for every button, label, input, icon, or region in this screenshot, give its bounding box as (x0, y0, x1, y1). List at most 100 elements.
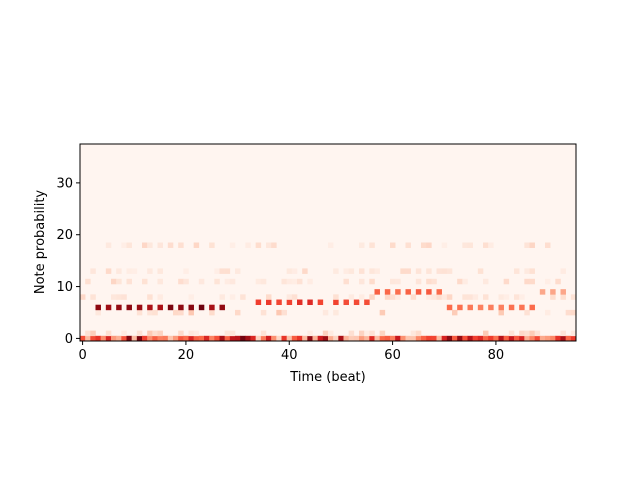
heatmap-cell (436, 335, 442, 342)
heatmap-cell (333, 268, 339, 274)
heatmap-cell (271, 335, 277, 342)
heatmap-cell (111, 335, 117, 342)
heatmap-cell (209, 335, 215, 342)
heatmap-cell (178, 335, 184, 342)
heatmap-cell (188, 294, 194, 300)
heatmap-cell (405, 242, 411, 248)
heatmap-cell (291, 278, 298, 285)
heatmap-cell (441, 268, 448, 274)
heatmap-cell (328, 330, 334, 337)
heatmap-cell (266, 299, 272, 306)
heatmap-cell (467, 242, 473, 248)
heatmap-cell (147, 330, 153, 337)
heatmap-cell (353, 335, 360, 342)
heatmap-cell (219, 268, 225, 274)
heatmap-cell (224, 278, 231, 285)
heatmap-cell (147, 309, 153, 316)
heatmap-cell (317, 299, 324, 306)
heatmap-cell (570, 330, 577, 337)
heatmap-cell (229, 278, 236, 285)
heatmap-cell (410, 294, 417, 300)
heatmap-cell (312, 335, 318, 342)
heatmap-cell (519, 330, 525, 337)
heatmap-cell (297, 278, 303, 285)
heatmap-cell (219, 294, 225, 300)
heatmap-cell (214, 268, 220, 274)
heatmap-cell (142, 242, 148, 248)
heatmap-cell (291, 268, 298, 274)
heatmap-cell (245, 335, 251, 342)
heatmap-cell (483, 278, 489, 285)
heatmap-cell (359, 242, 365, 248)
heatmap-cell (333, 335, 339, 342)
heatmap-cell (136, 309, 143, 316)
heatmap-cell (178, 278, 184, 285)
x-axis: 0 20 40 60 80 (78, 341, 504, 363)
heatmap-cell (338, 335, 344, 342)
heatmap-cell (193, 242, 200, 248)
heatmap-cell (343, 268, 349, 274)
heatmap-cell (529, 268, 535, 274)
heatmap-cell (297, 299, 303, 306)
heatmap-cell (173, 309, 179, 316)
heatmap-cell (441, 242, 448, 248)
heatmap-cell (229, 330, 236, 337)
heatmap-cell (157, 268, 163, 274)
heatmap-cell (498, 304, 504, 311)
heatmap-cell (245, 242, 251, 248)
heatmap-cell (343, 299, 349, 306)
heatmap-cell (178, 330, 184, 337)
heatmap-cell (126, 335, 132, 342)
heatmap-cell (431, 294, 437, 300)
heatmap-cell (472, 294, 479, 300)
y-tick-label: 30 (56, 176, 73, 191)
heatmap-cell (519, 304, 525, 311)
heatmap-cell (395, 289, 401, 295)
heatmap-cell (503, 335, 510, 342)
heatmap-cell (116, 335, 122, 342)
heatmap-cell (85, 278, 91, 285)
heatmap-cell (452, 335, 458, 342)
heatmap-cell (395, 335, 401, 342)
heatmap-cell (271, 242, 277, 248)
heatmap-cell (147, 294, 153, 300)
heatmap-cell (209, 304, 215, 311)
heatmap-cell (157, 330, 163, 337)
heatmap-cell (369, 278, 375, 285)
heatmap-cell (498, 294, 504, 300)
heatmap-cell (524, 330, 530, 337)
heatmap-cell (307, 299, 313, 306)
heatmap-cell (570, 294, 577, 300)
heatmap-cell (307, 278, 313, 285)
y-tick-label: 0 (65, 332, 73, 347)
heatmap-cell (390, 278, 396, 285)
heatmap-cell (224, 268, 231, 274)
heatmap-cell (524, 335, 530, 342)
heatmap-cell (276, 309, 282, 316)
heatmap-cell (307, 335, 313, 342)
heatmap-cell (565, 309, 572, 316)
heatmap-cell (359, 335, 365, 342)
heatmap-cell (235, 309, 241, 316)
heatmap-cell (384, 294, 391, 300)
heatmap-cell (126, 304, 132, 311)
heatmap-cell (364, 330, 370, 337)
heatmap-cell (359, 268, 365, 274)
heatmap-cell (415, 278, 422, 285)
heatmap-cell (529, 278, 535, 285)
heatmap-cell (178, 309, 184, 316)
heatmap-cell (560, 289, 566, 295)
heatmap-cell (374, 289, 380, 295)
heatmap-cell (570, 309, 577, 316)
heatmap-cell (209, 309, 215, 316)
heatmap-cell (415, 289, 422, 295)
heatmap-cell (508, 304, 515, 311)
heatmap-cell (426, 294, 432, 300)
heatmap-cell (188, 309, 194, 316)
heatmap-cell (255, 299, 262, 306)
heatmap-cell (266, 335, 272, 342)
heatmap-cell (286, 299, 293, 306)
heatmap-cell (111, 294, 117, 300)
heatmap-cell (302, 268, 308, 274)
heatmap-cell (488, 304, 494, 311)
